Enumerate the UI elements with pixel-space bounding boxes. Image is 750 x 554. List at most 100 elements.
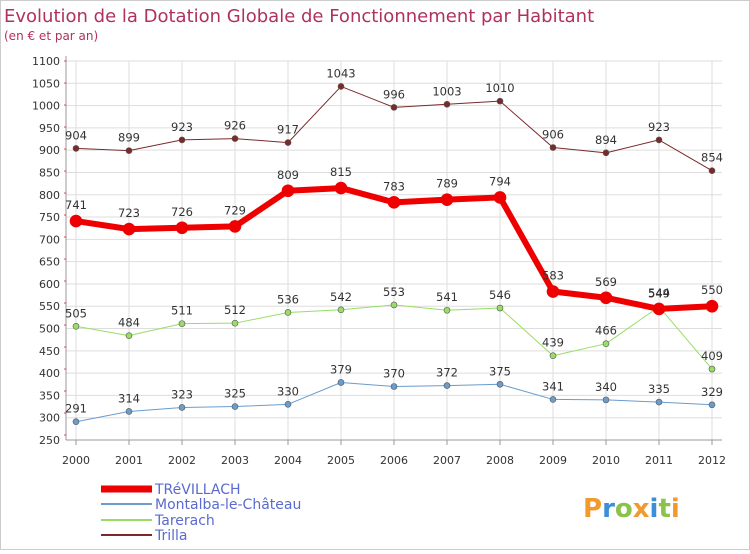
chart-title: Evolution de la Dotation Globale de Fonc… xyxy=(4,6,594,27)
data-label: 370 xyxy=(383,366,405,380)
y-tick-label: 900 xyxy=(39,144,60,157)
data-point xyxy=(602,396,610,404)
data-point xyxy=(549,352,557,360)
data-label: 544 xyxy=(648,286,670,300)
y-tick-label: 450 xyxy=(39,345,60,358)
y-tick-label: 700 xyxy=(39,233,60,246)
data-point xyxy=(281,184,295,198)
data-label: 325 xyxy=(224,387,246,401)
data-point xyxy=(337,379,345,386)
data-point xyxy=(178,404,186,411)
y-axis-dot xyxy=(64,104,66,106)
data-point xyxy=(390,383,398,390)
legend: TRéVILLACHMontalba-le-ChâteauTarerachTri… xyxy=(101,482,301,544)
legend-label: Trilla xyxy=(154,528,188,544)
y-axis-dot xyxy=(64,236,66,238)
y-axis-dot xyxy=(64,258,66,260)
proxiti-logo: Proxiti xyxy=(583,494,680,524)
data-point xyxy=(337,83,345,90)
data-label: 511 xyxy=(171,304,193,318)
y-tick-label: 500 xyxy=(39,323,60,336)
data-point xyxy=(387,196,401,209)
data-label: 926 xyxy=(224,119,246,133)
data-label: 854 xyxy=(701,151,723,165)
data-label: 729 xyxy=(224,203,246,217)
y-axis-dot xyxy=(64,390,66,392)
x-tick-label: 2011 xyxy=(645,454,673,467)
data-point xyxy=(652,302,666,316)
data-label: 536 xyxy=(277,292,299,306)
data-label: 794 xyxy=(489,174,511,188)
data-point xyxy=(231,319,239,327)
data-point xyxy=(708,167,716,174)
y-tick-label: 1050 xyxy=(32,77,60,90)
data-point xyxy=(178,136,186,144)
data-point xyxy=(708,365,716,373)
proxiti-logo-text: Proxiti xyxy=(583,494,680,524)
x-tick-label: 2001 xyxy=(115,454,143,467)
y-tick-label: 350 xyxy=(39,389,60,402)
legend-label: Tarerach xyxy=(154,513,215,529)
x-tick-label: 2003 xyxy=(221,454,249,467)
data-label: 726 xyxy=(171,205,193,219)
data-label: 899 xyxy=(118,131,140,145)
data-point xyxy=(443,100,451,108)
y-axis-dot xyxy=(64,346,66,348)
y-tick-label: 400 xyxy=(39,367,60,380)
data-label: 314 xyxy=(118,391,140,405)
data-point xyxy=(390,104,398,111)
axis-layer: 250 300 350 400 450 500 550 600 650 700 750 800 850 9… xyxy=(32,55,726,467)
label-layer: 904 899 923 926 917 1043 996 1003 1010 906 894 923 8… xyxy=(65,66,723,415)
data-label: 1003 xyxy=(432,84,461,98)
data-point xyxy=(602,149,610,157)
data-point xyxy=(390,301,398,309)
data-label: 340 xyxy=(595,380,617,394)
data-label: 550 xyxy=(701,283,723,297)
data-label: 291 xyxy=(65,402,87,416)
data-label: 1010 xyxy=(485,81,514,95)
y-axis-dot xyxy=(64,126,66,128)
data-point xyxy=(122,222,136,236)
data-label: 553 xyxy=(383,285,405,299)
data-point xyxy=(496,304,504,312)
data-point xyxy=(72,145,80,152)
x-tick-label: 2009 xyxy=(539,454,567,467)
data-point xyxy=(284,401,292,408)
data-label: 379 xyxy=(330,362,352,376)
data-point xyxy=(125,408,133,415)
x-tick-label: 2007 xyxy=(433,454,461,467)
data-label: 917 xyxy=(277,123,299,137)
y-tick-label: 850 xyxy=(39,166,60,179)
data-label: 329 xyxy=(701,385,723,399)
x-tick-label: 2004 xyxy=(274,454,302,467)
y-tick-label: 750 xyxy=(39,211,60,224)
chart-subtitle: (en € et par an) xyxy=(4,29,98,43)
y-tick-label: 600 xyxy=(39,278,60,291)
data-label: 723 xyxy=(118,206,140,220)
y-axis-dot xyxy=(64,368,66,370)
data-point xyxy=(125,147,133,154)
y-axis-dot xyxy=(64,280,66,282)
y-tick-label: 250 xyxy=(39,434,60,447)
data-label: 323 xyxy=(171,387,193,401)
y-axis-dot xyxy=(64,412,66,414)
data-label: 409 xyxy=(701,349,723,363)
data-point xyxy=(284,139,292,146)
data-point xyxy=(337,306,345,314)
data-label: 923 xyxy=(171,120,193,134)
y-tick-label: 800 xyxy=(39,189,60,202)
data-label: 923 xyxy=(648,120,670,134)
legend-label: TRéVILLACH xyxy=(154,482,241,498)
data-point xyxy=(178,320,186,327)
data-point xyxy=(125,332,133,339)
data-point xyxy=(549,144,557,151)
series-layer xyxy=(69,83,719,426)
data-label: 904 xyxy=(65,128,87,142)
data-label: 906 xyxy=(542,128,564,142)
data-label: 341 xyxy=(542,379,564,393)
data-point xyxy=(231,403,239,410)
data-label: 375 xyxy=(489,364,511,378)
